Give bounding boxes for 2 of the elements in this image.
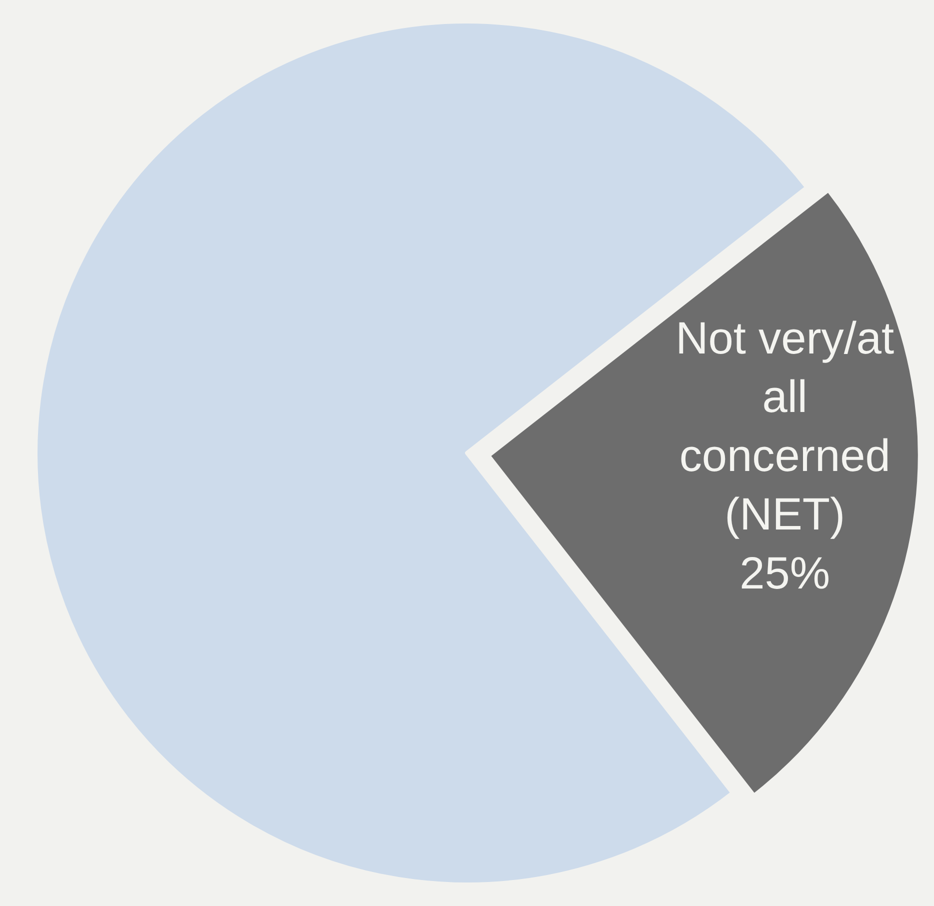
- slice-label: Not very/at all concerned (NET): [676, 312, 895, 540]
- data-label: 25%: [740, 548, 830, 599]
